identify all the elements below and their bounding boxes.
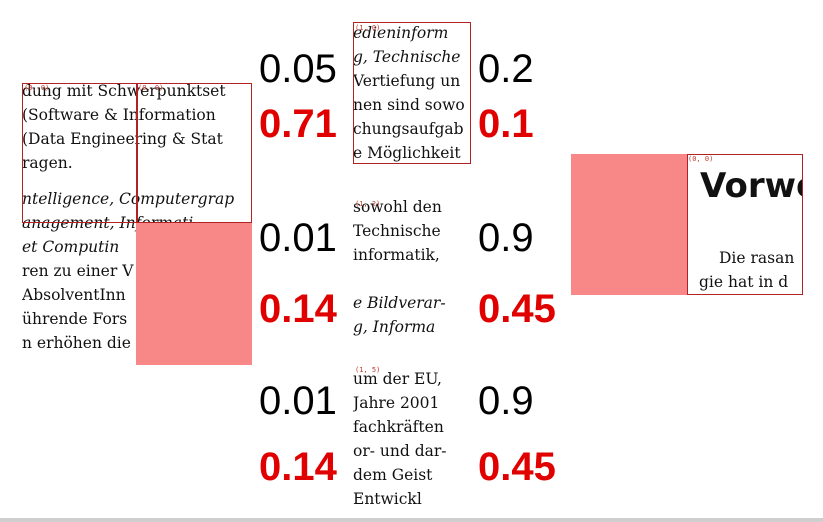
text-line: ragen. — [22, 154, 73, 172]
text-line: e Möglichkeit — [353, 144, 461, 162]
text-line: informatik, — [353, 246, 440, 264]
text-line: edieninform — [353, 24, 449, 42]
text-line: gie hat in d — [699, 273, 789, 291]
bottom-crop-text: um der EU, Jahre 2001 fachkräften or- un… — [353, 367, 447, 508]
score-left-bottom: 0.71 — [259, 102, 337, 146]
score-right-bottom: 0.45 — [478, 287, 556, 331]
patch-frame — [22, 83, 138, 223]
text-line: ren zu einer V — [22, 262, 134, 280]
patch-frame — [687, 154, 803, 295]
text-line: n erhöhen die — [22, 334, 131, 352]
score-right-bottom: 0.1 — [478, 102, 534, 146]
right-document-crop: (0, 0) Vorwo Die rasan gie hat in d — [571, 154, 803, 295]
text-line: et Computin — [22, 238, 120, 256]
patch-tag: (0, 0) — [138, 84, 164, 92]
right-crop-text: Die rasan gie hat in d — [699, 246, 794, 294]
text-line: Jahre 2001 — [353, 394, 440, 412]
text-line: or- und dar- — [353, 442, 447, 460]
text-line: um der EU, — [353, 370, 442, 388]
score-left-top: 0.01 — [259, 379, 337, 423]
text-line: ührende Fors — [22, 310, 128, 328]
text-line: (Data Engineering & Stat — [22, 130, 223, 148]
highlight-patch — [571, 154, 687, 295]
text-line: Entwickl — [353, 490, 422, 508]
patch-tag: (1, 0) — [355, 24, 381, 32]
patch-tag: (1, 5) — [355, 366, 381, 374]
text-line: Vertiefung un — [353, 72, 461, 90]
text-line: chungsaufgab — [353, 120, 464, 138]
document-title: Vorwo — [700, 166, 803, 206]
text-line: g, Informa — [353, 318, 436, 336]
score-left-bottom: 0.14 — [259, 445, 337, 489]
text-line: Die rasan — [719, 249, 795, 267]
text-line: ntelligence, Computergrap — [22, 190, 235, 208]
text-line: dung mit Schwerpunktset — [22, 83, 226, 100]
text-line: g, Technische — [353, 48, 461, 66]
patch-tag: (0, 0) — [688, 155, 714, 163]
score-left-bottom: 0.14 — [259, 287, 337, 331]
top-crop-text: edieninform g, Technische Vertiefung un … — [353, 22, 465, 164]
patch-tag: (1, 2) — [355, 200, 381, 208]
patch-frame — [136, 83, 252, 223]
text-line: (Software & Information — [22, 106, 216, 124]
middle-crop-text: sowohl den Technische informatik, e Bild… — [353, 198, 446, 339]
score-left-top: 0.01 — [259, 216, 337, 260]
patch-frame — [353, 22, 471, 164]
text-line: AbsolventInn — [22, 286, 126, 304]
bottom-document-crop: um der EU, Jahre 2001 fachkräften or- un… — [353, 366, 471, 508]
middle-document-crop: sowohl den Technische informatik, e Bild… — [353, 198, 471, 340]
text-line: Technische — [353, 222, 441, 240]
score-right-top: 0.9 — [478, 379, 534, 423]
score-left-top: 0.05 — [259, 47, 337, 91]
top-document-crop: edieninform g, Technische Vertiefung un … — [353, 22, 471, 164]
score-right-top: 0.2 — [478, 47, 534, 91]
text-line: fachkräften — [353, 418, 444, 436]
patch-tag: (0, 0) — [24, 84, 50, 92]
text-line: e Bildverar- — [353, 294, 446, 312]
score-right-top: 0.9 — [478, 216, 534, 260]
text-line: sowohl den — [353, 198, 442, 216]
bottom-border — [0, 518, 823, 522]
text-line: nen sind sowo — [353, 96, 465, 114]
text-line — [353, 267, 446, 291]
score-right-bottom: 0.45 — [478, 445, 556, 489]
text-line: dem Geist — [353, 466, 433, 484]
highlight-patch — [136, 223, 252, 365]
